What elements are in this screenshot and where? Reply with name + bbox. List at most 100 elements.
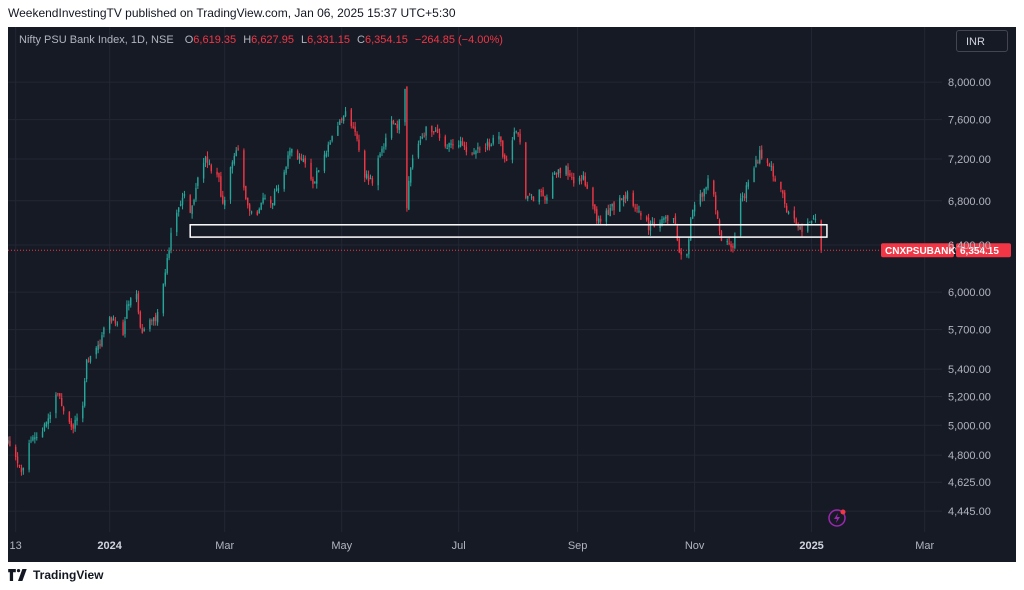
candle-body [385, 137, 387, 147]
candle-body [820, 220, 822, 251]
candle-body [634, 207, 636, 209]
candle-body [410, 168, 412, 183]
candle-body [22, 467, 25, 471]
candle-body [135, 294, 138, 300]
candle-body [626, 192, 629, 200]
x-tick-label: Mar [215, 540, 234, 552]
candle-body [743, 196, 746, 198]
candle-body [270, 199, 272, 204]
candle-body [262, 197, 264, 204]
candle-body [438, 133, 441, 139]
candle-body [559, 167, 562, 174]
candle-body [296, 151, 299, 160]
candle-body [542, 190, 544, 197]
candle-body [693, 204, 696, 212]
candle-body [18, 464, 21, 466]
candle-body [84, 381, 86, 406]
candle-body [703, 188, 705, 197]
candle-body [364, 150, 366, 178]
candle-body [557, 169, 560, 175]
candle-body [59, 393, 61, 397]
candle-body [500, 136, 502, 143]
candle-body [475, 150, 477, 155]
candle-body [551, 176, 554, 199]
candle-body [356, 133, 358, 139]
candle-body [714, 195, 717, 210]
footer-branding[interactable]: TradingView [8, 566, 103, 584]
candle-body [237, 148, 239, 150]
candle-body [607, 209, 609, 215]
candle-body [285, 166, 287, 174]
currency-button[interactable]: INR [956, 30, 1008, 52]
candle-body [45, 422, 48, 427]
y-tick-label: 7,200.00 [948, 154, 991, 166]
candle-body [707, 178, 709, 189]
candle-body [459, 140, 462, 147]
change-value: −264.85 (−4.00%) [414, 34, 503, 46]
candle-body [16, 456, 19, 464]
candle-body [220, 176, 222, 197]
candle-body [611, 203, 613, 207]
candle-body [176, 212, 178, 233]
candle-body [82, 405, 84, 419]
candle-body [396, 124, 399, 129]
candle-body [191, 205, 193, 214]
candle-body [218, 172, 220, 178]
candle-body [450, 143, 452, 145]
y-tick-label: 6,400.00 [948, 240, 991, 252]
x-tick-label: 2025 [799, 540, 823, 552]
candle-body [89, 355, 92, 362]
candle-body [461, 141, 464, 146]
candle-body [371, 178, 374, 184]
candle-body [168, 250, 170, 259]
candle-body [390, 120, 393, 138]
candle-body [124, 320, 126, 334]
candle-body [156, 311, 159, 323]
candle-body [139, 311, 142, 328]
candle-body [672, 218, 675, 220]
candle-body [331, 136, 333, 141]
close-value: 6,354.15 [365, 34, 408, 46]
candle-body [256, 211, 259, 215]
candle-body [691, 209, 694, 219]
candle-body [555, 173, 558, 175]
candle-body [342, 115, 345, 121]
candle-body [162, 283, 165, 314]
candle-body [181, 197, 184, 205]
candle-body [463, 145, 466, 148]
candle-body [621, 198, 623, 201]
candle-body [718, 220, 721, 231]
y-tick-label: 5,700.00 [948, 325, 991, 337]
low-label: L [301, 34, 308, 46]
candle-body [49, 414, 51, 420]
symbol-tag-label: CNXPSUBANK [885, 246, 956, 257]
brand-name: TradingView [33, 568, 104, 582]
tradingview-logo-icon [8, 569, 27, 581]
candle-body [337, 125, 339, 136]
candle-body [425, 126, 427, 136]
chart-panel[interactable]: CNXPSUBANK 6,354.15 4,445.00 4,625.00 4,800… [8, 27, 1016, 562]
candle-body [730, 243, 732, 248]
candle-body [258, 208, 260, 214]
candle-body [250, 211, 253, 213]
candle-body [408, 180, 410, 210]
candle-body [143, 329, 145, 331]
candle-body [511, 140, 514, 160]
candle-body [302, 159, 305, 162]
price-chart[interactable]: CNXPSUBANK 6,354.15 4,445.00 4,625.00 4,800… [8, 27, 1016, 562]
candle-body [457, 145, 460, 147]
candle-body [72, 424, 74, 429]
candle-body [795, 218, 797, 225]
candle-body [85, 359, 88, 380]
candle-body [177, 207, 180, 212]
candle-body [206, 156, 209, 163]
y-tick-label: 5,000.00 [948, 420, 991, 432]
candle-body [504, 154, 506, 159]
candle-body [114, 320, 117, 324]
symbol-label: Nifty PSU Bank Index, 1D, NSE [19, 34, 174, 46]
support-zone-box [189, 224, 828, 238]
candle-body [784, 192, 786, 204]
candle-body [632, 192, 634, 206]
candle-body [782, 190, 784, 194]
candle-body [404, 89, 406, 123]
